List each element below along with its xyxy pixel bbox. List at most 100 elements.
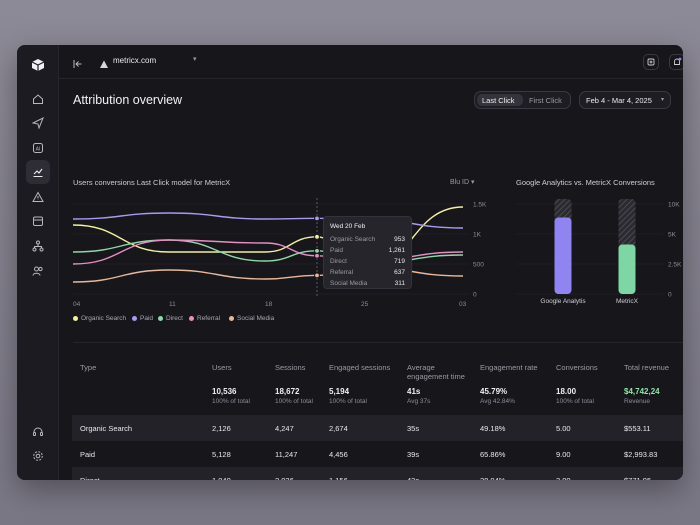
- tooltip-row: Referral 637: [330, 269, 405, 276]
- legend-label: Direct: [166, 315, 183, 322]
- table-row[interactable]: Direct 1,040 2,036 1,156 43s 28.04% 3.00 $771.9…: [72, 467, 683, 480]
- support-icon[interactable]: [26, 420, 50, 444]
- app-window: AI metricx.com ▾: [17, 45, 683, 480]
- tooltip-label: Organic Search: [330, 236, 376, 243]
- line-chart-title: Users conversions Last Click model for M…: [73, 178, 231, 187]
- table-cell: 2,036: [275, 476, 294, 480]
- tooltip-row: Paid 1,261: [330, 247, 405, 254]
- total-engaged-sub: 100% of total: [329, 398, 367, 405]
- ai-icon[interactable]: AI: [26, 136, 50, 160]
- table-cell: 43s: [407, 476, 419, 480]
- legend-social-media[interactable]: Social Media: [229, 315, 274, 322]
- alert-icon[interactable]: [26, 185, 50, 209]
- hover-point: [314, 215, 320, 222]
- site-chevron-down-icon[interactable]: ▾: [193, 56, 197, 63]
- header-engaged-sessions: Engaged sessions: [329, 363, 391, 372]
- table-cell: Organic Search: [80, 424, 133, 433]
- table-cell: 2,126: [212, 424, 231, 433]
- home-icon[interactable]: [26, 87, 50, 111]
- main-content: Attribution overview Last Click First Cl…: [59, 79, 683, 480]
- table-cell: 1,040: [212, 476, 231, 480]
- app-logo-icon[interactable]: [26, 53, 50, 77]
- toggle-active-bg: [477, 94, 523, 106]
- table-cell: $553.11: [624, 424, 651, 433]
- table-row[interactable]: Organic Search 2,126 4,247 2,674 35s 49.18% 5.…: [72, 415, 683, 441]
- total-conversions: 18.00: [556, 387, 577, 396]
- bar-chart: 10K 5K 2.5K 0 Google Analytis MetricX: [517, 199, 682, 305]
- bar-google-analytis: [554, 217, 572, 294]
- analytics-icon[interactable]: [26, 160, 50, 184]
- total-engagement-rate-sub: Avg 42.84%: [480, 398, 515, 405]
- first-click-tab[interactable]: First Click: [529, 96, 562, 105]
- tooltip-label: Paid: [330, 247, 344, 254]
- legend-referral[interactable]: Referral: [189, 315, 220, 322]
- header-avg-engagement-time: Average engagement time: [407, 363, 465, 381]
- hover-point: [314, 247, 320, 254]
- x-tick-label: 18: [265, 301, 273, 308]
- add-button[interactable]: [643, 54, 659, 70]
- date-range-picker[interactable]: Feb 4 - Mar 4, 2025 ▾: [579, 91, 671, 109]
- metric-select[interactable]: Blu ID ▾: [450, 179, 475, 186]
- table-cell: 4,456: [329, 450, 348, 459]
- y-tick-label: 0: [668, 292, 672, 299]
- metric-select-label: Blu ID: [450, 179, 470, 186]
- header-sessions: Sessions: [275, 363, 306, 372]
- hover-point: [314, 252, 320, 259]
- legend-organic-search[interactable]: Organic Search: [73, 315, 126, 322]
- y-tick-label: 1K: [473, 232, 482, 239]
- table-cell: 3.00: [556, 476, 571, 480]
- bar-metricx: [618, 244, 636, 294]
- tooltip-value: 953: [394, 236, 405, 243]
- header-engagement-rate: Engagement rate: [480, 363, 538, 372]
- table-cell: 65.86%: [480, 450, 506, 459]
- collapse-sidebar-icon[interactable]: [73, 56, 83, 74]
- table-cell: 5,128: [212, 450, 231, 459]
- legend-label: Organic Search: [81, 315, 127, 322]
- table-cell: Paid: [80, 450, 96, 459]
- y-tick-label: 500: [473, 262, 484, 269]
- total-revenue-sub: Revenue: [624, 398, 651, 405]
- y-tick-label: 1.5K: [473, 202, 487, 209]
- hover-point: [314, 233, 320, 240]
- total-avg-time-sub: Avg 37s: [407, 398, 431, 405]
- y-tick-label: 2.5K: [668, 262, 682, 269]
- calendar-icon[interactable]: [26, 209, 50, 233]
- svg-text:AI: AI: [36, 146, 41, 152]
- send-icon[interactable]: [26, 111, 50, 135]
- total-sessions: 18,672: [275, 387, 300, 396]
- table-row[interactable]: Paid 5,128 11,247 4,456 39s 65.86% 9.00 $2,993.…: [72, 441, 683, 467]
- date-range-label: Feb 4 - Mar 4, 2025: [586, 96, 652, 105]
- tooltip-row: Organic Search 953: [330, 236, 405, 243]
- table-cell: 1,156: [329, 476, 348, 480]
- legend-paid[interactable]: Paid: [132, 315, 153, 322]
- notification-bell-icon[interactable]: [669, 54, 683, 70]
- last-click-tab[interactable]: Last Click: [482, 96, 515, 105]
- table-cell: 35s: [407, 424, 420, 433]
- line-chart: 1.5K 1K 500 0 04 11 18 25 03: [72, 198, 487, 308]
- tooltip-value: 719: [394, 258, 405, 265]
- total-engaged: 5,194: [329, 387, 350, 396]
- hover-point: [314, 272, 320, 279]
- table-cell: 11,247: [275, 450, 298, 459]
- header-total-revenue: Total revenue: [624, 363, 670, 372]
- x-tick-label: 04: [73, 301, 81, 308]
- users-icon[interactable]: [26, 259, 50, 283]
- table-cell: $2,993.83: [624, 450, 658, 459]
- table-cell: 9.00: [556, 450, 571, 459]
- y-tick-label: 0: [473, 292, 477, 299]
- header-conversions: Conversions: [556, 363, 598, 372]
- header-type: Type: [80, 363, 97, 372]
- total-users-sub: 100% of total: [212, 398, 250, 405]
- network-icon[interactable]: [26, 234, 50, 258]
- total-conversions-sub: 100% of total: [556, 398, 594, 405]
- table-cell: $771.95: [624, 476, 651, 480]
- site-selector[interactable]: metricx.com: [113, 56, 157, 65]
- tooltip-value: 637: [394, 269, 405, 276]
- table-cell: 5.00: [556, 424, 571, 433]
- legend-direct[interactable]: Direct: [158, 315, 183, 322]
- legend-label: Referral: [197, 315, 221, 322]
- topbar: metricx.com ▾: [59, 45, 683, 79]
- site-logo-icon: [99, 56, 109, 74]
- total-engagement-rate: 45.79%: [480, 387, 508, 396]
- settings-icon[interactable]: [26, 444, 50, 468]
